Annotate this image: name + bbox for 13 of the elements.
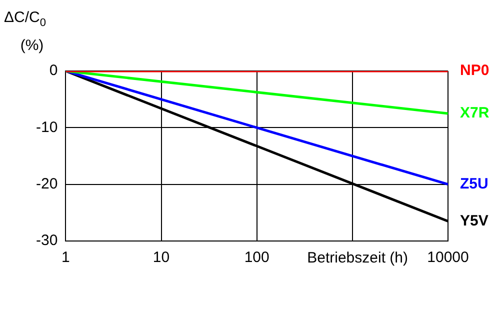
x-tick-label: 10	[152, 249, 170, 266]
series-label: Z5U	[460, 175, 488, 192]
series-label: NP0	[460, 62, 490, 80]
series-label: X7R	[460, 104, 490, 122]
x-tick-label: 10000	[427, 249, 469, 266]
x-tick-label: 1	[62, 249, 70, 266]
x-axis-title: Betriebszeit (h)	[307, 250, 408, 267]
y-tick-label: 0	[49, 62, 58, 80]
x-tick-label: 100	[244, 249, 270, 266]
y-tick-label: -20	[36, 175, 58, 192]
y-tick-label: -30	[36, 232, 58, 250]
series-label: Y5V	[460, 212, 488, 230]
y-tick-label: -10	[36, 118, 58, 136]
